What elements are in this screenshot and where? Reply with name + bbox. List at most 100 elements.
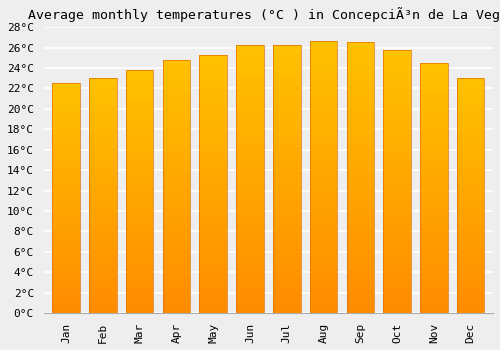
Bar [420, 98, 448, 103]
Bar [126, 303, 154, 308]
Bar [346, 128, 374, 134]
Bar [310, 177, 338, 182]
Bar [420, 203, 448, 208]
Bar [126, 99, 154, 104]
Bar [126, 75, 154, 80]
Bar [200, 101, 227, 106]
Bar [126, 201, 154, 206]
Bar [89, 210, 117, 215]
Bar [346, 74, 374, 79]
Bar [384, 266, 411, 271]
Bar [52, 217, 80, 221]
Bar [384, 245, 411, 250]
Bar [52, 143, 80, 148]
Bar [457, 144, 484, 149]
Bar [162, 60, 190, 65]
Bar [162, 252, 190, 257]
Bar [236, 211, 264, 216]
Bar [89, 285, 117, 289]
Bar [384, 181, 411, 187]
Bar [310, 73, 338, 79]
Bar [384, 197, 411, 202]
Bar [273, 55, 300, 61]
Bar [200, 153, 227, 158]
Bar [52, 253, 80, 258]
Bar [273, 141, 300, 147]
Bar [162, 60, 190, 313]
Bar [52, 212, 80, 217]
Bar [126, 104, 154, 109]
Bar [200, 246, 227, 251]
Bar [420, 73, 448, 78]
Title: Average monthly temperatures (°C ) in ConcepciÃ³n de La Vega: Average monthly temperatures (°C ) in Co… [28, 7, 500, 22]
Bar [89, 149, 117, 153]
Bar [52, 244, 80, 249]
Bar [384, 97, 411, 103]
Bar [457, 172, 484, 177]
Bar [52, 290, 80, 295]
Bar [346, 302, 374, 308]
Bar [89, 139, 117, 144]
Bar [236, 200, 264, 206]
Bar [346, 42, 374, 47]
Bar [162, 197, 190, 202]
Bar [273, 297, 300, 302]
Bar [89, 125, 117, 130]
Bar [162, 100, 190, 105]
Bar [420, 198, 448, 203]
Bar [52, 134, 80, 139]
Bar [200, 292, 227, 298]
Bar [310, 41, 338, 46]
Bar [52, 148, 80, 152]
Bar [236, 206, 264, 211]
Bar [384, 113, 411, 118]
Bar [162, 267, 190, 273]
Bar [162, 278, 190, 283]
Bar [126, 153, 154, 158]
Bar [310, 198, 338, 204]
Bar [236, 71, 264, 77]
Bar [200, 267, 227, 272]
Bar [89, 78, 117, 313]
Bar [420, 253, 448, 258]
Bar [384, 187, 411, 192]
Bar [310, 51, 338, 57]
Bar [52, 208, 80, 212]
Bar [162, 166, 190, 171]
Bar [384, 108, 411, 113]
Bar [126, 226, 154, 231]
Bar [200, 272, 227, 277]
Bar [162, 227, 190, 232]
Bar [420, 233, 448, 238]
Bar [126, 279, 154, 284]
Bar [52, 157, 80, 161]
Bar [162, 146, 190, 151]
Bar [420, 208, 448, 213]
Bar [200, 184, 227, 189]
Bar [310, 111, 338, 117]
Bar [236, 120, 264, 125]
Bar [310, 297, 338, 302]
Bar [310, 117, 338, 122]
Bar [346, 139, 374, 145]
Bar [273, 71, 300, 77]
Bar [384, 155, 411, 160]
Bar [162, 80, 190, 85]
Bar [89, 172, 117, 177]
Bar [346, 47, 374, 52]
Bar [200, 55, 227, 60]
Bar [89, 78, 117, 83]
Bar [457, 261, 484, 266]
Bar [162, 136, 190, 141]
Bar [384, 118, 411, 124]
Bar [162, 121, 190, 126]
Bar [126, 294, 154, 299]
Bar [457, 120, 484, 125]
Bar [346, 134, 374, 139]
Bar [346, 167, 374, 172]
Bar [126, 143, 154, 148]
Bar [346, 96, 374, 101]
Bar [162, 171, 190, 176]
Bar [273, 243, 300, 248]
Bar [457, 215, 484, 219]
